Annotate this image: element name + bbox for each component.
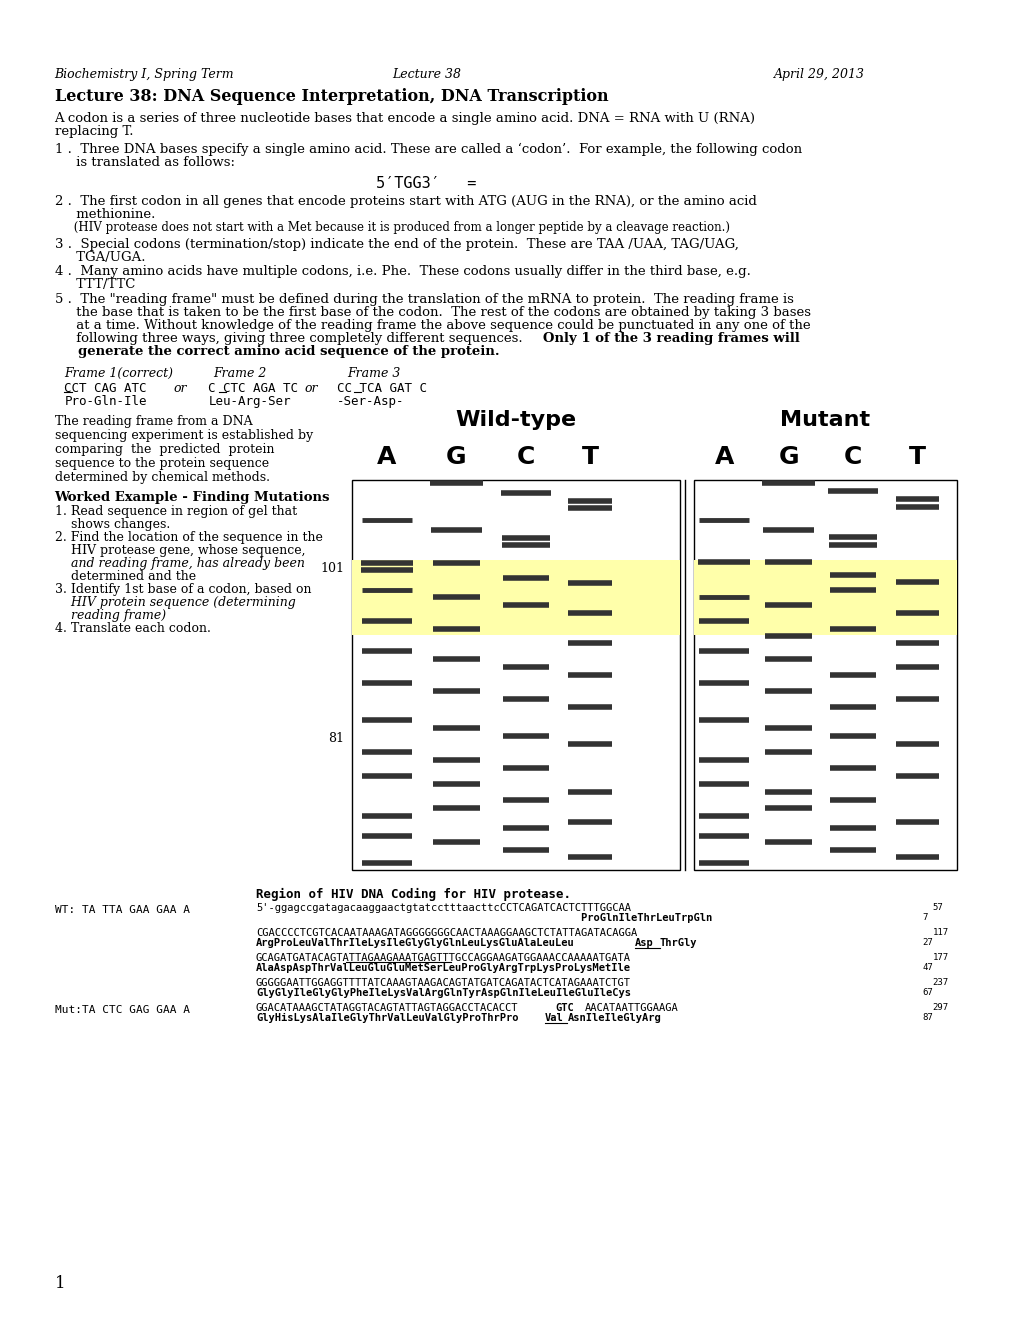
- Text: 1 .  Three DNA bases specify a single amino acid. These are called a ‘codon’.  F: 1 . Three DNA bases specify a single ami…: [54, 143, 801, 156]
- Text: TGA/UGA.: TGA/UGA.: [54, 251, 145, 264]
- Text: Worked Example - Finding Mutations: Worked Example - Finding Mutations: [54, 491, 330, 504]
- Text: Mut:TA CTC GAG GAA A: Mut:TA CTC GAG GAA A: [54, 1005, 190, 1015]
- Text: sequence to the protein sequence: sequence to the protein sequence: [54, 457, 268, 470]
- Text: GGGGGAATTGGAGGTTTTATCAAAGTAAGACAGTATGATCAGATACTCATAGAAATCTGT: GGGGGAATTGGAGGTTTTATCAAAGTAAGACAGTATGATC…: [256, 978, 631, 987]
- Text: 4 .  Many amino acids have multiple codons, i.e. Phe.  These codons usually diff: 4 . Many amino acids have multiple codon…: [54, 265, 750, 279]
- Text: AlaAspAspThrValLeuGluGluMetSerLeuProGlyArgTrpLysProLysMetIle: AlaAspAspThrValLeuGluGluMetSerLeuProGlyA…: [256, 964, 631, 973]
- Text: WT: TA TTA GAA GAA A: WT: TA TTA GAA GAA A: [54, 906, 190, 915]
- Text: 1. Read sequence in region of gel that: 1. Read sequence in region of gel that: [54, 506, 297, 517]
- Text: 1: 1: [54, 1275, 65, 1292]
- Text: 5'-ggagccgatagacaaggaactgtatcctttaacttcCCTCAGATCACTCTTTGGCAA: 5'-ggagccgatagacaaggaactgtatcctttaacttcC…: [256, 903, 631, 913]
- Text: the base that is taken to be the first base of the codon.  The rest of the codon: the base that is taken to be the first b…: [54, 306, 810, 319]
- Text: GCAGATGATACAGTATTAGAAGAAATGAGTTTGCCAGGAAGATGGAAACCAAAAATGATA: GCAGATGATACAGTATTAGAAGAAATGAGTTTGCCAGGAA…: [256, 953, 631, 964]
- Text: ThrGly: ThrGly: [659, 939, 697, 948]
- Bar: [352, 560, 679, 635]
- Text: 3. Identify 1st base of a codon, based on: 3. Identify 1st base of a codon, based o…: [54, 583, 311, 597]
- Text: Frame 1(correct): Frame 1(correct): [64, 367, 173, 380]
- Text: at a time. Without knowledge of the reading frame the above sequence could be pu: at a time. Without knowledge of the read…: [54, 319, 809, 333]
- Text: C: C: [843, 445, 861, 469]
- Text: A: A: [713, 445, 733, 469]
- Text: following three ways, giving three completely different sequences.: following three ways, giving three compl…: [54, 333, 530, 345]
- Text: Leu-Arg-Ser: Leu-Arg-Ser: [208, 395, 290, 408]
- Text: HIV protease gene, whose sequence,: HIV protease gene, whose sequence,: [54, 544, 305, 557]
- Text: A: A: [377, 445, 396, 469]
- Text: 81: 81: [328, 731, 343, 744]
- Text: C: C: [516, 445, 534, 469]
- Text: methionine.: methionine.: [54, 209, 155, 220]
- Text: 87: 87: [922, 1012, 932, 1022]
- Text: 4. Translate each codon.: 4. Translate each codon.: [54, 622, 210, 635]
- Text: 297: 297: [931, 1003, 948, 1012]
- Text: or: or: [173, 381, 186, 395]
- Text: -Ser-Asp-: -Ser-Asp-: [337, 395, 405, 408]
- Text: reading frame): reading frame): [54, 609, 165, 622]
- Text: 3 .  Special codons (termination/stop) indicate the end of the protein.  These a: 3 . Special codons (termination/stop) in…: [54, 238, 738, 251]
- Text: AsnIleIleGlyArg: AsnIleIleGlyArg: [567, 1012, 660, 1023]
- Text: 27: 27: [922, 939, 932, 946]
- Text: determined and the: determined and the: [54, 570, 196, 583]
- Text: Val: Val: [544, 1012, 562, 1023]
- Text: Wild-type: Wild-type: [454, 411, 576, 430]
- Text: Biochemistry I, Spring Term: Biochemistry I, Spring Term: [54, 69, 234, 81]
- Bar: [694, 480, 957, 870]
- Text: C CTC AGA TC: C CTC AGA TC: [208, 381, 298, 395]
- Text: CC TCA GAT C: CC TCA GAT C: [337, 381, 427, 395]
- Text: AACATAATTGGAAGA: AACATAATTGGAAGA: [585, 1003, 679, 1012]
- Text: 5′TGG3′   =: 5′TGG3′ =: [376, 176, 476, 191]
- Text: or: or: [305, 381, 318, 395]
- Text: 101: 101: [320, 561, 343, 574]
- Text: 2. Find the location of the sequence in the: 2. Find the location of the sequence in …: [54, 531, 322, 544]
- Text: April 29, 2013: April 29, 2013: [773, 69, 864, 81]
- Text: Asp: Asp: [634, 939, 653, 948]
- Text: G: G: [777, 445, 798, 469]
- Text: T: T: [908, 445, 925, 469]
- Text: GGACATAAAGCTATAGGTACAGTATTAGTAGGACCTACACCT: GGACATAAAGCTATAGGTACAGTATTAGTAGGACCTACAC…: [256, 1003, 518, 1012]
- Text: Only 1 of the 3 reading frames will: Only 1 of the 3 reading frames will: [542, 333, 799, 345]
- Text: 7: 7: [922, 913, 927, 921]
- Text: determined by chemical methods.: determined by chemical methods.: [54, 471, 269, 484]
- Text: GTC: GTC: [555, 1003, 574, 1012]
- Text: Pro-Gln-Ile: Pro-Gln-Ile: [64, 395, 147, 408]
- Text: Lecture 38: Lecture 38: [391, 69, 461, 81]
- Text: (HIV protease does not start with a Met because it is produced from a longer pep: (HIV protease does not start with a Met …: [54, 220, 729, 234]
- Text: 57: 57: [931, 903, 943, 912]
- Text: A codon is a series of three nucleotide bases that encode a single amino acid. D: A codon is a series of three nucleotide …: [54, 112, 755, 125]
- Text: Frame 2: Frame 2: [213, 367, 266, 380]
- Text: ProGlnIleThrLeuTrpGln: ProGlnIleThrLeuTrpGln: [256, 913, 711, 923]
- Text: Mutant: Mutant: [780, 411, 869, 430]
- Text: Region of HIV DNA Coding for HIV protease.: Region of HIV DNA Coding for HIV proteas…: [256, 888, 571, 902]
- Text: CCT CAG ATC: CCT CAG ATC: [64, 381, 147, 395]
- Text: GlyGlyIleGlyGlyPheIleLysValArgGlnTyrAspGlnIleLeuIleGluIleCys: GlyGlyIleGlyGlyPheIleLysValArgGlnTyrAspG…: [256, 987, 631, 998]
- Text: sequencing experiment is established by: sequencing experiment is established by: [54, 429, 313, 442]
- Bar: [694, 560, 957, 635]
- Text: is translated as follows:: is translated as follows:: [54, 156, 234, 169]
- Text: T: T: [581, 445, 598, 469]
- Text: GlyHisLysAlaIleGlyThrValLeuValGlyProThrPro: GlyHisLysAlaIleGlyThrValLeuValGlyProThrP…: [256, 1012, 518, 1023]
- Text: shows changes.: shows changes.: [54, 517, 169, 531]
- Text: 117: 117: [931, 928, 948, 937]
- Text: Frame 3: Frame 3: [346, 367, 400, 380]
- Text: G: G: [445, 445, 466, 469]
- Text: 47: 47: [922, 964, 932, 972]
- Text: 2 .  The first codon in all genes that encode proteins start with ATG (AUG in th: 2 . The first codon in all genes that en…: [54, 195, 756, 209]
- Bar: [352, 480, 679, 870]
- Text: CGACCCCTCGTCACAATAAAGATAGGGGGGGCAACTAAAGGAAGCTCTATTAGATACAGGA: CGACCCCTCGTCACAATAAAGATAGGGGGGGCAACTAAAG…: [256, 928, 637, 939]
- Text: 5 .  The "reading frame" must be defined during the translation of the mRNA to p: 5 . The "reading frame" must be defined …: [54, 293, 793, 306]
- Text: HIV protein sequence (determining: HIV protein sequence (determining: [54, 597, 296, 609]
- Text: The reading frame from a DNA: The reading frame from a DNA: [54, 414, 252, 428]
- Text: 237: 237: [931, 978, 948, 987]
- Text: and reading frame, has already been: and reading frame, has already been: [54, 557, 304, 570]
- Text: 177: 177: [931, 953, 948, 962]
- Text: comparing  the  predicted  protein: comparing the predicted protein: [54, 444, 274, 455]
- Text: generate the correct amino acid sequence of the protein.: generate the correct amino acid sequence…: [54, 345, 498, 358]
- Text: ArgProLeuValThrIleLysIleGlyGlyGlnLeuLysGluAlaLeuLeu: ArgProLeuValThrIleLysIleGlyGlyGlnLeuLysG…: [256, 939, 574, 948]
- Text: Lecture 38: DNA Sequence Interpretation, DNA Transcription: Lecture 38: DNA Sequence Interpretation,…: [54, 88, 607, 106]
- Text: replacing T.: replacing T.: [54, 125, 132, 139]
- Text: 67: 67: [922, 987, 932, 997]
- Text: TTT/TTC: TTT/TTC: [54, 279, 135, 290]
